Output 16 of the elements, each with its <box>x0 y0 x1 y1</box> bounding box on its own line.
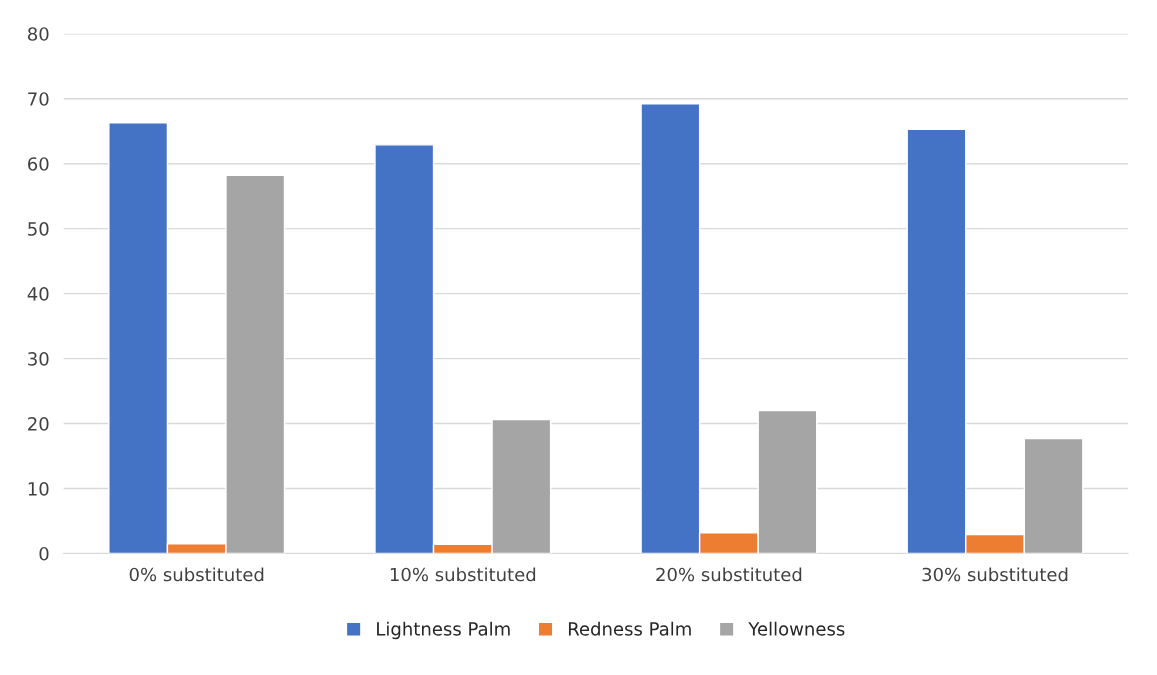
x-tick-label: 0% substituted <box>129 567 264 582</box>
y-tick-label: 20 <box>28 417 49 431</box>
legend-label: Yellowness <box>748 621 845 636</box>
y-tick-label: 80 <box>27 27 49 41</box>
x-tick-label: 10% substituted <box>390 567 536 582</box>
x-tick-label: 30% substituted <box>922 567 1068 582</box>
legend-label: Lightness Palm <box>377 621 510 640</box>
x-tick-label: 20% substituted <box>656 567 802 582</box>
legend-label: Redness Palm <box>568 621 691 636</box>
y-tick-label: 30 <box>28 352 49 366</box>
y-tick-label: 0 <box>39 546 49 561</box>
y-tick-label: 10 <box>28 481 49 496</box>
y-tick-label: 50 <box>28 222 49 236</box>
y-tick-label: 70 <box>28 92 49 106</box>
y-tick-label: 40 <box>27 287 49 301</box>
y-tick-label: 60 <box>28 157 49 171</box>
